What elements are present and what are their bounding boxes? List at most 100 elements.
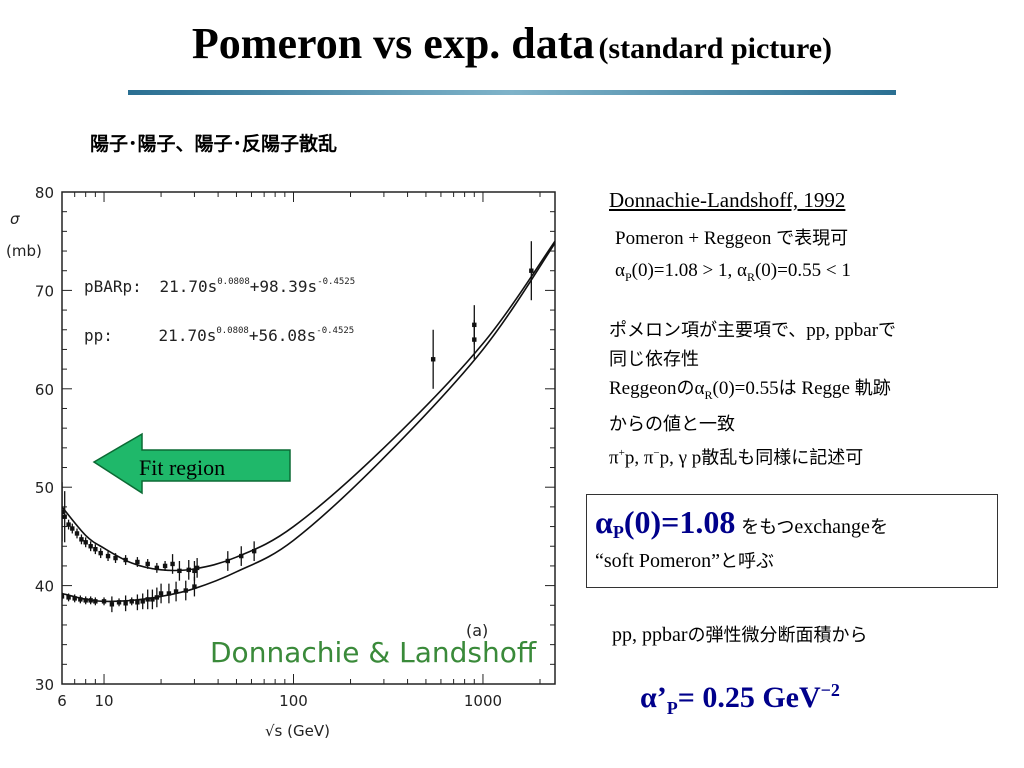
data-point-pBARp: [66, 522, 71, 527]
box-line-2: “soft Pomeron”と呼ぶ: [595, 549, 989, 574]
intercept-line: αP(0)=1.08 > 1, αR(0)=0.55 < 1: [615, 259, 851, 289]
data-point-pBARp: [83, 540, 88, 545]
section-heading: 陽子･陽子、陽子･反陽子散乱: [90, 133, 338, 155]
fit-formula-pbarp-exp2: -0.4525: [317, 277, 355, 287]
data-point-pBARp: [135, 559, 140, 565]
desc-5a: π: [609, 447, 619, 469]
data-point-pp: [62, 594, 65, 599]
y-tick-label: 40: [35, 578, 54, 596]
desc-5b: +: [618, 446, 625, 459]
data-point-pBARp: [145, 561, 150, 567]
desc-3c: α: [694, 378, 705, 399]
plot-frame: [61, 191, 556, 685]
data-point-pp: [66, 595, 71, 600]
fit-formula-pbarp-exp1: 0.0808: [217, 277, 250, 287]
box-value: (0)=1.08: [623, 504, 736, 540]
box-soft: “soft Pomeron”: [595, 550, 720, 572]
fit-region-arrow: Fit region: [92, 432, 291, 495]
y-axis-symbol: σ: [10, 210, 20, 228]
title-sub: (standard picture): [598, 32, 833, 65]
data-point-pp: [192, 584, 197, 589]
pomeron-reggeon-jp: で表現可: [776, 228, 849, 249]
y-axis: 30 40 50 60 70 80: [35, 184, 555, 694]
alpha-r-symbol: α: [737, 260, 747, 281]
data-point-pBARp: [162, 563, 168, 569]
data-point-pp: [154, 595, 160, 600]
reference-title: Donnachie-Landshoff, 1992: [609, 188, 846, 212]
box-jp1: をもつ: [735, 517, 795, 538]
pp-elastic-line: pp, ppbarの弾性微分断面積から: [612, 623, 868, 648]
panel-label: (a): [466, 621, 488, 640]
box-jp2: を: [869, 517, 888, 538]
data-point-pp: [88, 598, 93, 603]
y-tick-label: 60: [35, 381, 54, 399]
data-point-pp: [83, 598, 88, 603]
data-point-collider: [251, 548, 257, 554]
data-point-pp: [140, 599, 145, 604]
title-main: Pomeron vs exp. data: [191, 19, 595, 68]
slope-formula: α’P= 0.25 GeV−2: [640, 680, 840, 719]
fit-formula-pp-exp2: -0.4525: [316, 326, 354, 336]
data-point-pp: [123, 601, 128, 606]
plot-border: [61, 191, 556, 685]
slope-sup: −2: [820, 680, 840, 700]
data-point-pBARp: [88, 544, 93, 549]
description-block: ポメロン項が主要項で、pp, ppbarで 同じ依存性 ReggeonのαR(0…: [609, 316, 1009, 472]
slide-title: Pomeron vs exp. data (standard picture): [0, 18, 1024, 69]
fit-curve-pp_fit: [62, 242, 555, 603]
data-point-collider: [239, 553, 244, 559]
box-line-1: αP(0)=1.08 をもつexchangeを: [595, 505, 989, 549]
fit-formula-pbarp-label: pBARp:: [84, 277, 142, 296]
data-point-collider: [430, 357, 436, 362]
pp-line-a: pp, ppbar: [612, 624, 688, 646]
fit-region-label: Fit region: [139, 455, 225, 480]
alpha-r-value: (0)=0.55 < 1: [754, 260, 851, 281]
data-point-pBARp: [194, 565, 200, 571]
data-point-pp: [183, 588, 188, 593]
slope-sub: P: [666, 698, 678, 718]
data-point-collider: [529, 268, 534, 273]
fit-region-arrow-shape: [92, 432, 291, 495]
x-tick-label: 6: [57, 692, 67, 710]
desc-3d: R: [704, 387, 713, 402]
fit-formula-pp-label: pp:: [84, 326, 113, 345]
data-point-pBARp: [70, 526, 75, 531]
data-point-pp: [129, 599, 134, 604]
soft-pomeron-box: αP(0)=1.08 をもつexchangeを “soft Pomeron”と呼…: [586, 494, 998, 588]
desc-1c: で: [878, 320, 897, 341]
slope-prime: ’: [656, 681, 667, 714]
desc-line-3: ReggeonのαR(0)=0.55は Regge 軌跡: [609, 374, 1009, 410]
pomeron-reggeon-text: Pomeron + Reggeon: [615, 228, 777, 249]
desc-3a: Reggeon: [609, 378, 677, 399]
data-point-pp: [145, 597, 150, 602]
box-jp3: と呼ぶ: [719, 551, 774, 572]
data-point-pBARp: [154, 565, 160, 571]
desc-line-1: ポメロン項が主要項で、pp, ppbarで: [609, 316, 1009, 345]
alpha-p-sub: P: [624, 269, 632, 284]
data-point-collider: [225, 558, 230, 564]
fit-curve-pBARp_fit: [62, 240, 555, 572]
data-point-pBARp: [113, 555, 118, 561]
fit-formula-pp-exp1: 0.0808: [216, 326, 249, 336]
data-point-collider: [192, 568, 197, 574]
data-point-pp: [101, 599, 107, 604]
data-point-pp: [116, 600, 122, 605]
data-point-pp: [166, 591, 172, 596]
slope-value: = 0.25 GeV: [677, 681, 821, 714]
desc-5c: p, π: [624, 447, 654, 469]
alpha-p-symbol: α: [615, 260, 625, 281]
data-points: [62, 241, 534, 613]
title-rule: [128, 90, 896, 95]
desc-5e: p, γ p: [659, 447, 702, 469]
svg-text:pBARp: 21.70s0.0808+98.3: pBARp: 21.70s0.0808+98.39s-0.4525: [84, 277, 355, 296]
fit-formula-pbarp-coef: 21.70s: [159, 277, 217, 296]
data-point-pp: [109, 602, 115, 607]
data-point-pBARp: [105, 553, 111, 559]
pomeron-reggeon-line: Pomeron + Reggeon で表現可: [615, 227, 848, 251]
x-tick-label: 1000: [464, 692, 502, 710]
pp-line-b: の弾性微分断面積から: [687, 625, 868, 646]
desc-3g: Regge: [796, 378, 855, 399]
data-point-pBARp: [98, 550, 103, 556]
alpha-p-value: (0)=1.08 > 1,: [631, 260, 737, 281]
